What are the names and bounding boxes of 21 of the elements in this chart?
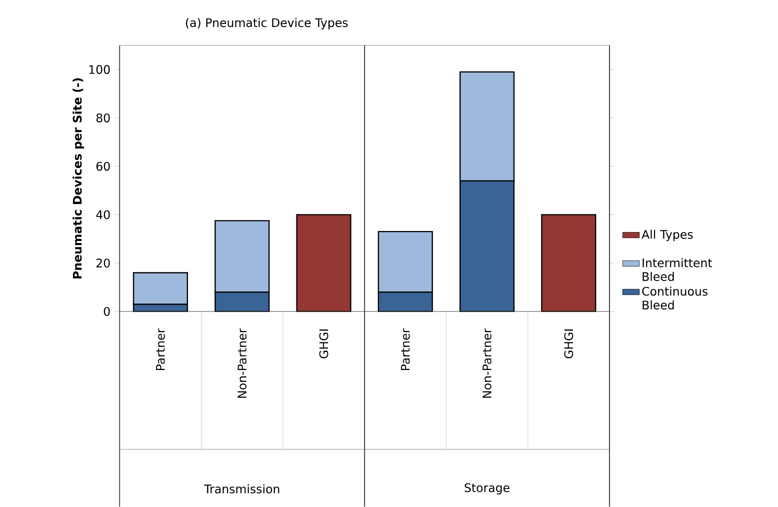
- x-tick-label: Partner: [156, 328, 165, 370]
- legend-label: All Types: [642, 230, 693, 242]
- x-tick-label: Non-Partner: [482, 328, 492, 398]
- y-tick-label: 100: [89, 65, 110, 74]
- text: Transmission: [204, 484, 280, 494]
- x-tick-label: Non-Partner: [238, 328, 246, 398]
- y-tick-label: 80: [96, 113, 110, 122]
- y-axis-title: Pneumatic Devices per Site (-): [72, 78, 84, 278]
- chart-title: (a) Pneumatic Device Types: [186, 18, 348, 30]
- bar: [541, 214, 596, 312]
- bar: [296, 214, 352, 312]
- y-tick-label: 20: [96, 258, 110, 268]
- x-tick-label: GHGI: [564, 329, 574, 358]
- legend-label: Continuous Bleed: [642, 286, 708, 310]
- y-tick-label: 60: [96, 162, 110, 171]
- x-tick-label: GHGI: [319, 329, 328, 358]
- y-tick-label: 40: [96, 210, 110, 220]
- text: Storage: [464, 483, 510, 494]
- legend-label: Intermittent Bleed: [642, 258, 712, 282]
- y-tick-label: 0: [104, 306, 110, 316]
- x-tick-label: Partner: [401, 328, 410, 370]
